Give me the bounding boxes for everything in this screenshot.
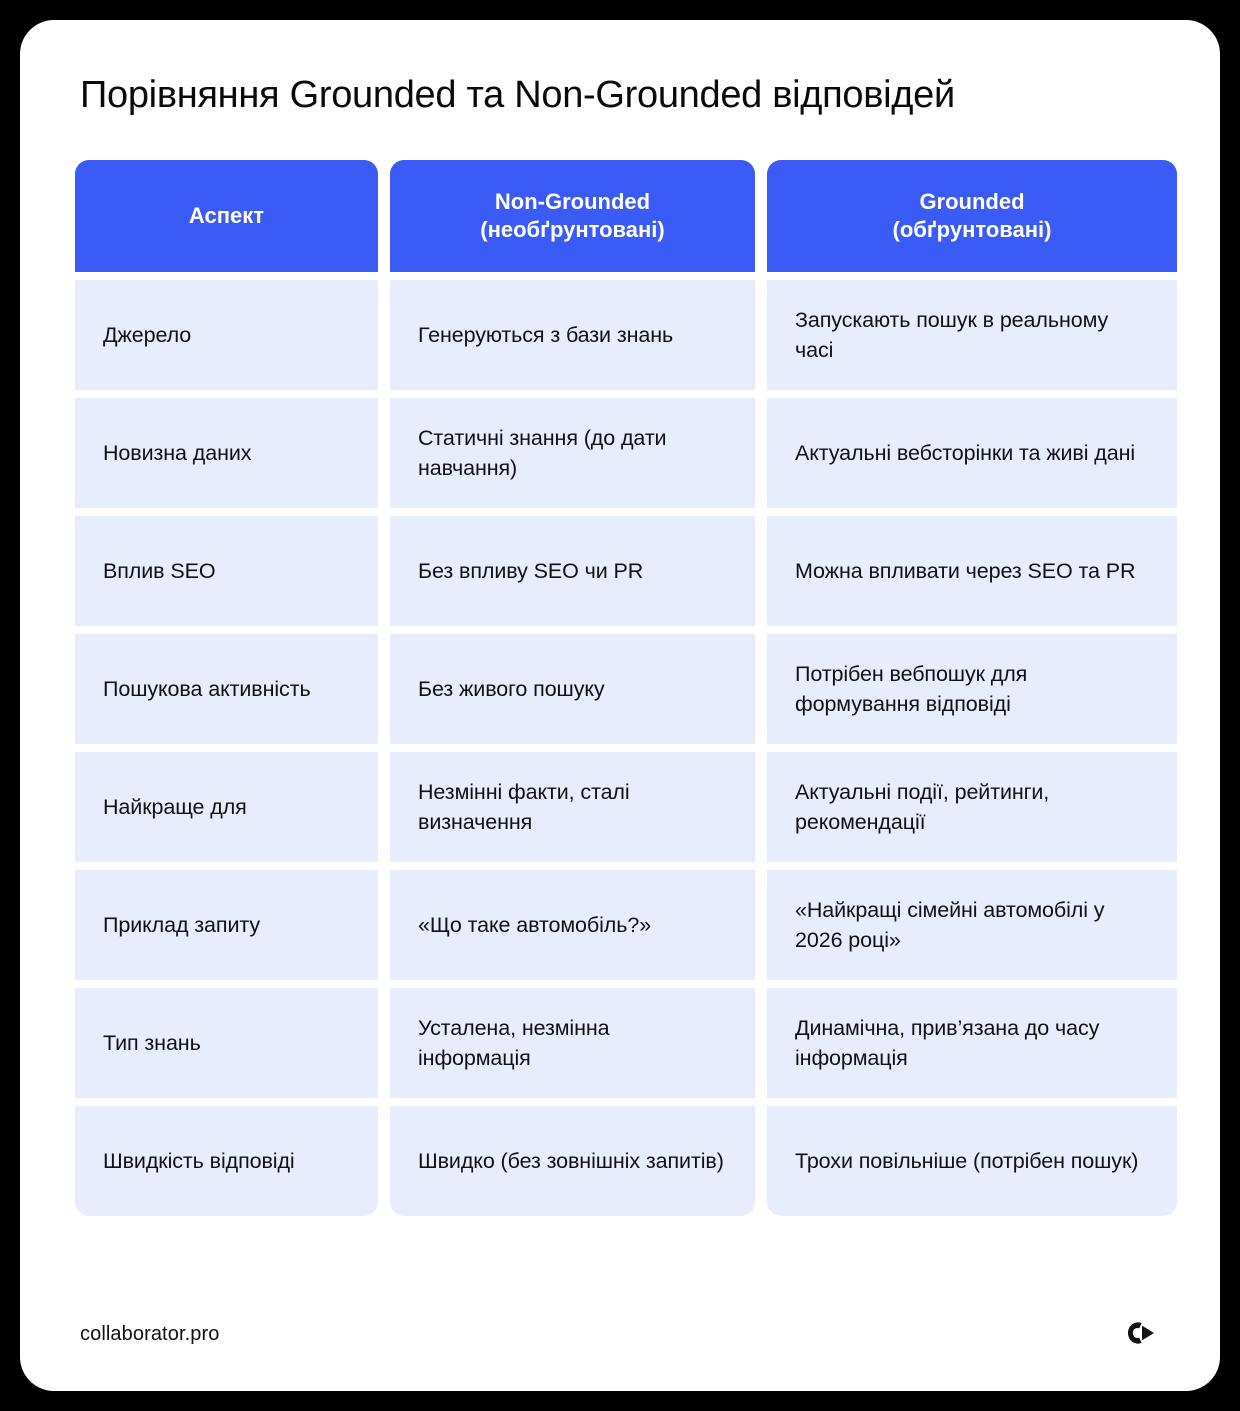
table-cell-aspect: Тип знань <box>75 988 378 1099</box>
header-sublabel-non-grounded: (необґрунтовані) <box>480 217 665 243</box>
cell-text: Статичні знання (до дати навчання) <box>418 425 667 481</box>
cell-text: Запускають пошук в реальному часі <box>795 307 1109 363</box>
header-label-aspect: Аспект <box>188 203 265 229</box>
table-cell-aspect: Швидкість відповіді <box>75 1106 378 1217</box>
table-header-cell-aspect: Аспект <box>75 160 378 273</box>
table-cell-grounded: «Найкращі сімейні автомобілі у 2026 році… <box>767 870 1177 981</box>
table-cell-aspect: Новизна даних <box>75 398 378 509</box>
cell-text: Потрібен вебпошук для формування відпові… <box>795 661 1028 717</box>
table-row: Джерело Генеруються з бази знань Запуска… <box>75 280 1177 391</box>
cell-text: Без впливу SEO чи PR <box>418 559 644 584</box>
card-footer: collaborator.pro <box>75 1295 1165 1391</box>
comparison-table: Аспект Non-Grounded (необґрунтовані) Gro… <box>75 160 1177 1217</box>
table-row: Новизна даних Статичні знання (до дати н… <box>75 398 1177 509</box>
cell-text: Динамічна, прив’язана до часу інформація <box>795 1015 1100 1071</box>
table-cell-aspect: Вплив SEO <box>75 516 378 627</box>
table-row: Тип знань Усталена, незмінна інформація … <box>75 988 1177 1099</box>
brand-name: collaborator.pro <box>80 1322 220 1345</box>
table-cell-non-grounded: Без живого пошуку <box>390 634 755 745</box>
table-cell-aspect: Найкраще для <box>75 752 378 863</box>
table-cell-non-grounded: «Що таке автомобіль?» <box>390 870 755 981</box>
cell-text: Актуальні вебсторінки та живі дані <box>795 441 1136 466</box>
cell-text: Без живого пошуку <box>418 677 605 702</box>
cell-text: Можна впливати через SEO та PR <box>795 559 1136 584</box>
cell-text: Трохи повільніше (потрібен пошук) <box>795 1149 1139 1174</box>
cell-text: Приклад запиту <box>103 913 260 938</box>
cell-text: Незмінні факти, сталі визначення <box>418 779 630 835</box>
header-sublabel-grounded: (обґрунтовані) <box>892 217 1052 243</box>
cell-text: Найкраще для <box>103 795 247 820</box>
page-title: Порівняння Grounded та Non-Grounded відп… <box>80 74 955 116</box>
cell-text: «Що таке автомобіль?» <box>418 913 652 938</box>
table-header-row: Аспект Non-Grounded (необґрунтовані) Gro… <box>75 160 1177 273</box>
cell-text: Джерело <box>103 323 192 348</box>
table-cell-grounded: Запускають пошук в реальному часі <box>767 280 1177 391</box>
cell-text: Генеруються з бази знань <box>418 323 674 348</box>
table-cell-aspect: Пошукова активність <box>75 634 378 745</box>
table-cell-grounded: Актуальні події, рейтинги, рекомендації <box>767 752 1177 863</box>
table-row: Пошукова активність Без живого пошуку По… <box>75 634 1177 745</box>
table-cell-aspect: Приклад запиту <box>75 870 378 981</box>
table-cell-non-grounded: Без впливу SEO чи PR <box>390 516 755 627</box>
header-label-grounded: Grounded <box>919 188 1025 214</box>
cell-text: Усталена, незмінна інформація <box>418 1015 610 1071</box>
cell-text: Швидко (без зовнішніх запитів) <box>418 1149 724 1174</box>
cell-text: Актуальні події, рейтинги, рекомендації <box>795 779 1050 835</box>
table-cell-aspect: Джерело <box>75 280 378 391</box>
table-cell-non-grounded: Генеруються з бази знань <box>390 280 755 391</box>
table-row: Приклад запиту «Що таке автомобіль?» «На… <box>75 870 1177 981</box>
table-cell-grounded: Трохи повільніше (потрібен пошук) <box>767 1106 1177 1217</box>
cell-text: Вплив SEO <box>103 559 216 584</box>
table-cell-non-grounded: Усталена, незмінна інформація <box>390 988 755 1099</box>
content-card: Порівняння Grounded та Non-Grounded відп… <box>20 20 1220 1391</box>
cell-text: Тип знань <box>103 1031 201 1056</box>
table-cell-non-grounded: Незмінні факти, сталі визначення <box>390 752 755 863</box>
table-cell-non-grounded: Швидко (без зовнішніх запитів) <box>390 1106 755 1217</box>
cell-text: «Найкращі сімейні автомобілі у 2026 році… <box>795 897 1105 953</box>
table-row: Вплив SEO Без впливу SEO чи PR Можна впл… <box>75 516 1177 627</box>
header-label-non-grounded: Non-Grounded <box>494 188 651 214</box>
table-cell-grounded: Можна впливати через SEO та PR <box>767 516 1177 627</box>
cell-text: Новизна даних <box>103 441 252 466</box>
table-header-cell-grounded: Grounded (обґрунтовані) <box>767 160 1177 273</box>
table-cell-grounded: Актуальні вебсторінки та живі дані <box>767 398 1177 509</box>
table-row: Найкраще для Незмінні факти, сталі визна… <box>75 752 1177 863</box>
cell-text: Пошукова активність <box>103 677 311 702</box>
table-cell-grounded: Динамічна, прив’язана до часу інформація <box>767 988 1177 1099</box>
collaborator-c-arrow-logo-icon <box>1120 1314 1160 1354</box>
table-cell-grounded: Потрібен вебпошук для формування відпові… <box>767 634 1177 745</box>
table-header-cell-non-grounded: Non-Grounded (необґрунтовані) <box>390 160 755 273</box>
table-cell-non-grounded: Статичні знання (до дати навчання) <box>390 398 755 509</box>
table-row: Швидкість відповіді Швидко (без зовнішні… <box>75 1106 1177 1217</box>
cell-text: Швидкість відповіді <box>103 1149 295 1174</box>
